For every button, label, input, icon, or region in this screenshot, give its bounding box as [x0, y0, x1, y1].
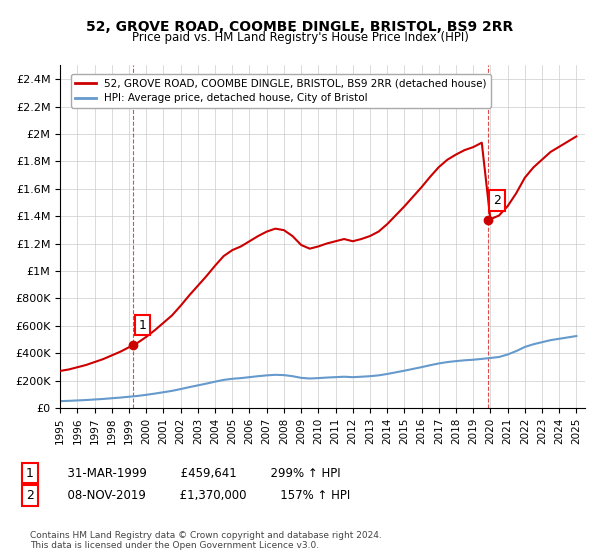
Text: Contains HM Land Registry data © Crown copyright and database right 2024.
This d: Contains HM Land Registry data © Crown c…	[30, 530, 382, 550]
Text: Price paid vs. HM Land Registry's House Price Index (HPI): Price paid vs. HM Land Registry's House …	[131, 31, 469, 44]
Text: 52, GROVE ROAD, COOMBE DINGLE, BRISTOL, BS9 2RR: 52, GROVE ROAD, COOMBE DINGLE, BRISTOL, …	[86, 20, 514, 34]
Text: 1: 1	[139, 319, 146, 332]
Text: 2: 2	[493, 194, 501, 207]
Text: 2: 2	[26, 489, 34, 502]
Text: 1: 1	[26, 466, 34, 480]
Text: 08-NOV-2019         £1,370,000         157% ↑ HPI: 08-NOV-2019 £1,370,000 157% ↑ HPI	[60, 489, 350, 502]
Legend: 52, GROVE ROAD, COOMBE DINGLE, BRISTOL, BS9 2RR (detached house), HPI: Average p: 52, GROVE ROAD, COOMBE DINGLE, BRISTOL, …	[71, 74, 491, 108]
Text: 31-MAR-1999         £459,641         299% ↑ HPI: 31-MAR-1999 £459,641 299% ↑ HPI	[60, 466, 341, 480]
